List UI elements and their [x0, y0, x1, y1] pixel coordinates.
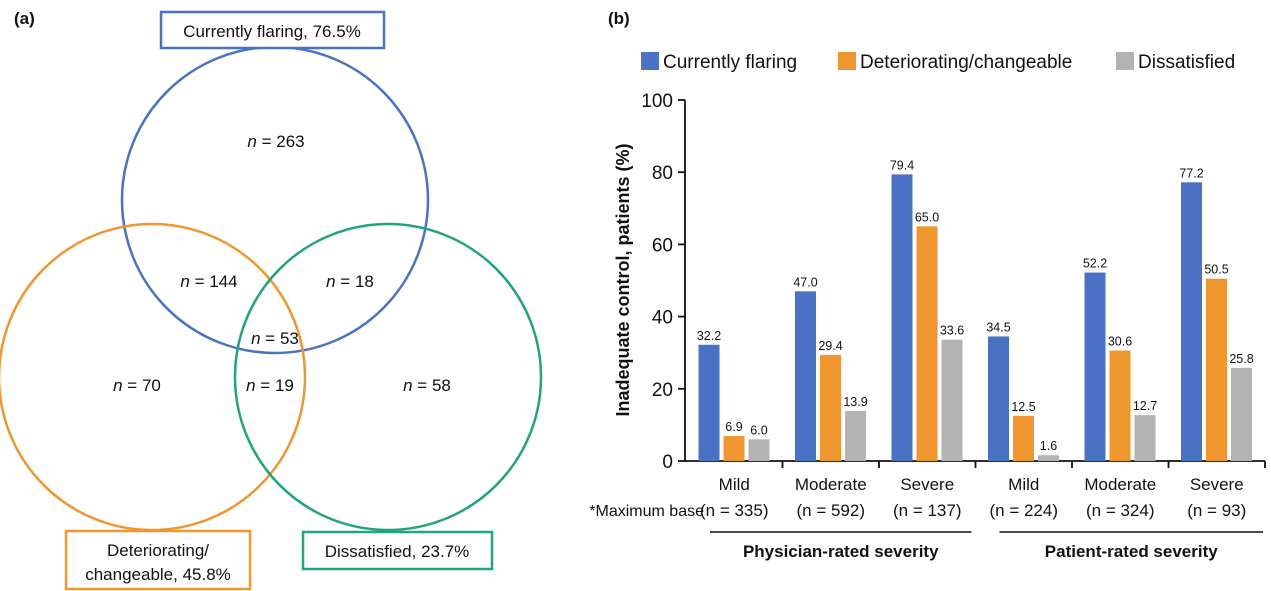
x-tick-label: Mild: [719, 475, 750, 494]
bar: [795, 291, 816, 461]
region-flaring-only: n = 263: [247, 132, 304, 151]
bar-chart: 0 20 40 60 80 100 Inadequate control, patients…: [589, 91, 1266, 561]
bar: [941, 339, 963, 461]
group-label: Patient-rated severity: [1045, 542, 1218, 561]
bar: [1134, 415, 1156, 461]
x-tick-label: Severe: [900, 475, 954, 494]
label-box-dissatisfied: [301, 530, 494, 571]
data-label: 25.8: [1229, 352, 1253, 366]
data-label: 12.5: [1011, 400, 1035, 414]
circle-dissatisfied: [233, 222, 543, 532]
legend-swatch: [641, 52, 659, 70]
bar-panel: (b) Currently flaring Deteriorating/chang…: [589, 9, 1266, 561]
base-label: (n = 592): [796, 501, 865, 520]
circle-currently-flaring: [120, 45, 430, 355]
data-label: 1.6: [1040, 439, 1057, 453]
base-label: (n = 324): [1086, 501, 1155, 520]
label-deteriorating-line2: changeable, 45.8%: [85, 565, 231, 584]
x-tick-label: Severe: [1190, 475, 1244, 494]
venn-panel: (a) Currently flaring, 76.5% Deteriorati…: [0, 9, 543, 591]
region-flaring-deteriorating: n = 144: [180, 272, 237, 291]
label-flaring: Currently flaring, 76.5%: [183, 22, 361, 41]
data-label: 47.0: [793, 275, 817, 289]
legend-label: Dissatisfied: [1138, 52, 1235, 73]
bar: [820, 354, 841, 461]
bar: [916, 226, 938, 461]
data-label: 13.9: [843, 395, 867, 409]
data-label: 50.5: [1204, 263, 1228, 277]
bar: [1038, 455, 1059, 461]
data-label: 52.2: [1083, 257, 1107, 271]
bar: [891, 174, 913, 461]
y-tick-label: 0: [662, 452, 673, 473]
bar: [988, 336, 1009, 461]
legend-swatch: [1116, 52, 1134, 70]
label-deteriorating-line1: Deteriorating/: [107, 541, 209, 560]
y-tick-label: 100: [641, 91, 673, 112]
bar: [1206, 278, 1227, 461]
bar: [1231, 367, 1252, 461]
label-box-flaring: [159, 10, 386, 50]
data-label: 32.2: [697, 329, 721, 343]
y-tick-label: 40: [652, 308, 673, 329]
bar: [1013, 415, 1034, 461]
data-label: 65.0: [915, 210, 939, 224]
y-axis-label: Inadequate control, patients (%): [613, 143, 633, 416]
group-label: Physician-rated severity: [743, 542, 939, 561]
region-deteriorating-only: n = 70: [113, 376, 161, 395]
data-label: 12.7: [1133, 399, 1157, 413]
bar: [1181, 182, 1202, 462]
bar: [1084, 272, 1106, 461]
panel-b-label: (b): [608, 9, 630, 28]
data-label: 33.6: [940, 324, 964, 338]
legend-label: Deteriorating/changeable: [860, 52, 1072, 73]
y-tick-label: 20: [652, 380, 673, 401]
data-label: 30.6: [1108, 335, 1132, 349]
panel-a-label: (a): [14, 9, 35, 28]
legend-swatch: [838, 52, 856, 70]
legend: Currently flaring Deteriorating/changeabl…: [641, 52, 1235, 73]
y-tick-label: 60: [652, 235, 673, 256]
x-tick-label: Mild: [1008, 475, 1039, 494]
bar: [1109, 350, 1131, 461]
region-dissatisfied-only: n = 58: [403, 376, 451, 395]
data-label: 34.5: [986, 320, 1010, 334]
base-prefix-label: *Maximum base: [589, 503, 704, 520]
base-label: (n = 224): [989, 501, 1058, 520]
y-tick-label: 80: [652, 163, 673, 184]
legend-label: Currently flaring: [663, 52, 797, 73]
data-label: 6.0: [750, 423, 767, 437]
data-label: 29.4: [818, 339, 842, 353]
data-label: 77.2: [1179, 166, 1203, 180]
bar: [698, 344, 720, 461]
base-label: (n = 137): [893, 501, 962, 520]
label-dissatisfied: Dissatisfied, 23.7%: [325, 542, 470, 561]
base-label: (n = 93): [1187, 501, 1246, 520]
region-deteriorating-dissatisfied: n = 19: [246, 376, 294, 395]
base-label: (n = 335): [700, 501, 769, 520]
label-box-deteriorating: [64, 529, 252, 591]
x-tick-label: Moderate: [1084, 475, 1156, 494]
x-tick-label: Moderate: [795, 475, 867, 494]
region-all-three: n = 53: [251, 329, 299, 348]
bar: [723, 436, 745, 461]
bar: [748, 439, 770, 461]
data-label: 6.9: [725, 420, 742, 434]
bar: [845, 410, 866, 461]
region-flaring-dissatisfied: n = 18: [326, 272, 374, 291]
data-label: 79.4: [890, 158, 914, 172]
